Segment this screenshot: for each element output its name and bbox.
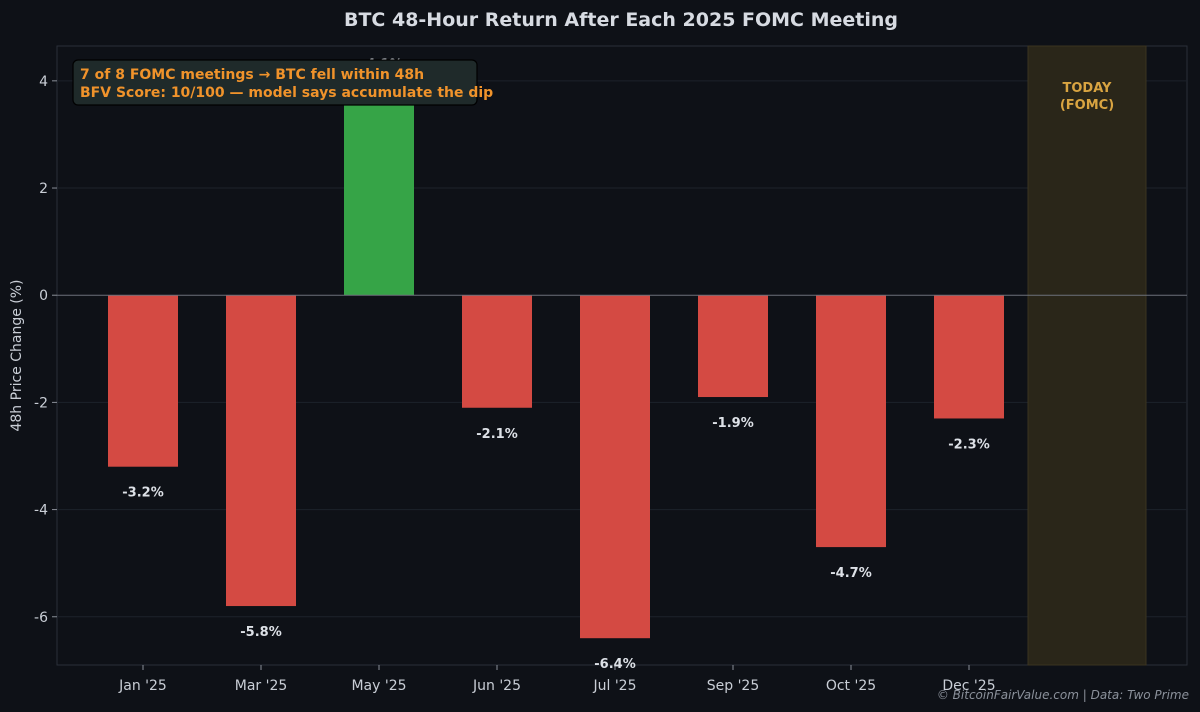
bars bbox=[108, 75, 1004, 639]
y-tick-label: 2 bbox=[39, 181, 48, 197]
data-label: -1.9% bbox=[712, 416, 753, 431]
y-tick-label: 4 bbox=[39, 74, 48, 90]
bar bbox=[108, 295, 178, 467]
data-label: -2.3% bbox=[948, 437, 989, 452]
bar bbox=[816, 295, 886, 548]
data-label: -5.8% bbox=[240, 625, 281, 640]
axis-ticks: -6 -4 -2 0 2 4 Jan '25 Mar '25 May '25 Jun '25 Jul… bbox=[34, 74, 996, 694]
annotation-line-1: 7 of 8 FOMC meetings → BTC fell within 4… bbox=[80, 67, 424, 83]
data-label: -4.7% bbox=[830, 566, 871, 581]
bar bbox=[226, 295, 296, 607]
x-tick-label: Oct '25 bbox=[826, 678, 876, 694]
today-sublabel: (FOMC) bbox=[1060, 98, 1114, 113]
x-tick-label: Jan '25 bbox=[118, 678, 167, 694]
bar bbox=[462, 295, 532, 408]
bar bbox=[580, 295, 650, 639]
data-label: -3.2% bbox=[122, 486, 163, 501]
x-tick-label: Jun '25 bbox=[472, 678, 521, 694]
today-label: TODAY bbox=[1063, 81, 1113, 96]
y-tick-label: 0 bbox=[39, 288, 48, 304]
bar bbox=[698, 295, 768, 398]
x-tick-label: Dec '25 bbox=[942, 678, 995, 694]
y-tick-label: -6 bbox=[34, 610, 48, 626]
y-tick-label: -4 bbox=[34, 503, 48, 519]
x-tick-label: Jul '25 bbox=[592, 678, 636, 694]
y-axis-label: 48h Price Change (%) bbox=[9, 279, 25, 431]
bar bbox=[934, 295, 1004, 419]
y-tick-label: -2 bbox=[34, 395, 48, 411]
annotation-background bbox=[72, 59, 478, 106]
x-tick-label: May '25 bbox=[351, 678, 406, 694]
data-label: -6.4% bbox=[594, 657, 635, 672]
bar bbox=[344, 75, 414, 296]
x-tick-label: Mar '25 bbox=[235, 678, 288, 694]
today-band bbox=[1027, 45, 1147, 666]
credit-text: © BitcoinFairValue.com | Data: Two Prime bbox=[937, 688, 1189, 702]
data-label: -2.1% bbox=[476, 427, 517, 442]
x-tick-label: Sep '25 bbox=[707, 678, 760, 694]
chart-title: BTC 48-Hour Return After Each 2025 FOMC … bbox=[344, 9, 898, 31]
annotation-box: 7 of 8 FOMC meetings → BTC fell within 4… bbox=[72, 59, 493, 106]
annotation-line-2: BFV Score: 10/100 — model says accumulat… bbox=[80, 85, 493, 101]
